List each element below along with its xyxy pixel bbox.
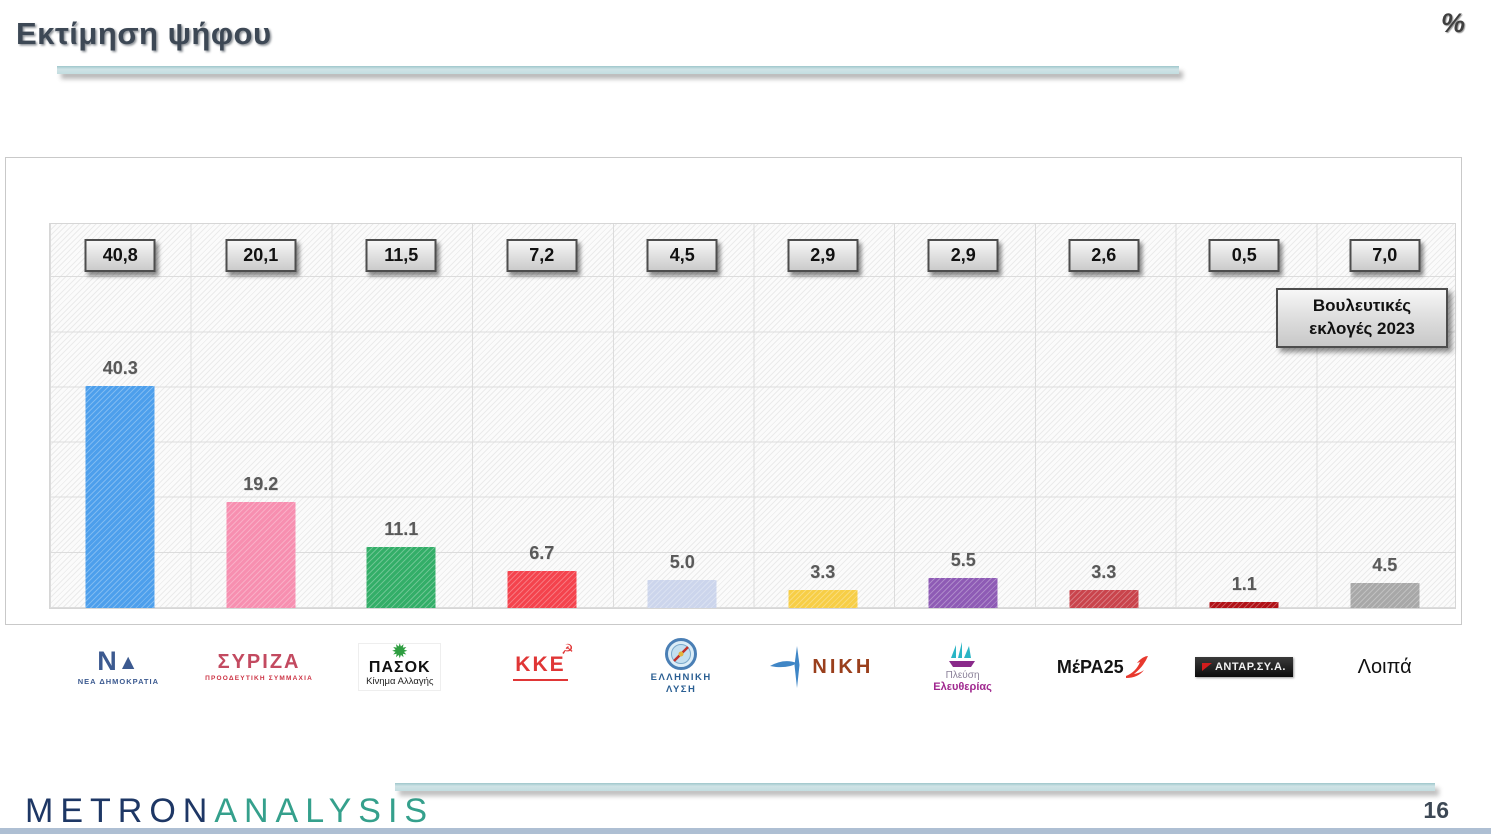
- election-2023-value: 2,9: [810, 245, 836, 265]
- election-2023-value: 2,9: [950, 245, 976, 265]
- bar-value-label: 19.2: [243, 474, 279, 495]
- mera25-wordmark: ΜέΡΑ25: [1056, 656, 1124, 677]
- legend-line-1: Βουλευτικές: [1312, 296, 1412, 315]
- chart-column-syriza: 20,1 19.2: [191, 224, 332, 608]
- bar: [1350, 583, 1420, 608]
- category-loipa: Λοιπά: [1314, 627, 1455, 707]
- chart-panel: 40,8 40.3 20,1 19.2 11,5 11.1 7,2 6.7 4,…: [5, 157, 1462, 625]
- bottom-edge-strip: [0, 828, 1491, 834]
- logo-pasok: ✹ ΠΑΣΟΚ Κίνημα Αλλαγής: [329, 627, 470, 707]
- red-bird-icon: [1125, 656, 1148, 678]
- pasok-caption: Κίνημα Αλλαγής: [366, 676, 434, 688]
- election-2023-value: 2,6: [1091, 245, 1117, 265]
- nd-caption: ΝΕΑ ΔΗΜΟΚΡΑΤΙΑ: [77, 677, 159, 686]
- page-number: 16: [1423, 797, 1449, 823]
- logo-niki: ΝΙΚΗ: [752, 627, 893, 707]
- bar: [647, 580, 717, 608]
- antarsya-wordmark: ΑΝΤΑΡ.ΣΥ.Α.: [1214, 661, 1286, 673]
- election-2023-value: 7,0: [1372, 245, 1398, 265]
- bar-value-label: 1.1: [1231, 573, 1257, 594]
- page-title: Εκτίμηση ψήφου: [16, 16, 272, 51]
- bar-value-label: 5.0: [669, 552, 695, 573]
- niki-wordmark: ΝΙΚΗ: [812, 655, 874, 678]
- bar-value-label: 3.3: [1091, 561, 1117, 582]
- chart-column-mera25: 2,6 3.3: [1034, 224, 1175, 609]
- footer-rule: [395, 783, 1435, 791]
- bar-value-label: 6.7: [529, 543, 555, 564]
- election-2023-value: 7,2: [529, 245, 555, 265]
- bar: [226, 502, 296, 608]
- election-2023-value-box: 7,2: [506, 239, 578, 272]
- election-2023-value: 11,5: [384, 245, 419, 265]
- pasok-wordmark: ΠΑΣΟΚ: [368, 658, 431, 676]
- bar: [1209, 601, 1279, 609]
- logo-mera25: ΜέΡΑ25: [1033, 627, 1174, 707]
- brand-metron: METRON: [25, 792, 215, 830]
- logo-kke: ☭ ΚΚΕ: [470, 627, 611, 707]
- chart-column-kke: 7,2 6.7: [472, 224, 613, 608]
- bar: [1069, 589, 1139, 609]
- election-2023-value-box: 2,6: [1068, 239, 1140, 272]
- bar: [507, 571, 577, 608]
- bar-value-label: 5.5: [950, 549, 976, 570]
- election-2023-value-box: 40,8: [84, 239, 156, 272]
- chart-column-nd: 40,8 40.3: [50, 224, 191, 609]
- bar: [85, 385, 155, 609]
- lysi-caption-line1: ΕΛΛΗΝΙΚΗ: [650, 672, 712, 684]
- pasok-sun-icon: ✹: [391, 640, 409, 663]
- logo-antarsya: ΑΝΤΑΡ.ΣΥ.Α.: [1174, 627, 1315, 707]
- brand-analysis: ANALYSIS: [214, 792, 435, 830]
- title-underline-rule: [57, 66, 1179, 74]
- legend-line-2: εκλογές 2023: [1309, 318, 1415, 338]
- election-2023-value-box: 0,5: [1208, 239, 1280, 272]
- percent-unit-label: %: [1440, 8, 1465, 38]
- election-2023-value-box: 2,9: [927, 239, 999, 272]
- logo-elliniki-lysi: ΕΛΛΗΝΙΚΗ ΛΥΣΗ: [611, 627, 752, 707]
- metron-analysis-logo: METRONANALYSIS: [25, 792, 434, 831]
- bar: [788, 589, 858, 609]
- nd-triangle-icon: ▲: [117, 651, 140, 674]
- plefsi-caption-line2: Ελευθερίας: [933, 680, 992, 693]
- syriza-wordmark: ΣΥΡΙΖΑ: [217, 651, 301, 673]
- election-2023-value-box: 7,0: [1349, 239, 1421, 272]
- red-flag-icon: [1201, 663, 1212, 671]
- lysi-caption-line2: ΛΥΣΗ: [665, 684, 697, 695]
- bar: [366, 546, 436, 609]
- loipa-label: Λοιπά: [1357, 655, 1412, 678]
- logo-syriza: ΣΥΡΙΖΑ ΠΡΟΟΔΕΥΤΙΚΗ ΣΥΜΜΑΧΙΑ: [189, 627, 330, 707]
- plefsi-caption-line1: Πλεύση: [945, 669, 980, 681]
- election-2023-value: 20,1: [243, 245, 279, 265]
- election-2023-value-box: 20,1: [225, 239, 297, 272]
- election-2023-value-box: 11,5: [365, 239, 437, 272]
- bar-value-label: 11.1: [384, 518, 419, 539]
- party-logos-row: Ν▲ ΝΕΑ ΔΗΜΟΚΡΑΤΙΑ ΣΥΡΙΖΑ ΠΡΟΟΔΕΥΤΙΚΗ ΣΥΜ…: [48, 627, 1455, 707]
- kke-wordmark: ΚΚΕ: [513, 653, 568, 681]
- chart-column-elliniki-lysi: 4,5 5.0: [612, 224, 753, 608]
- nd-letter: Ν: [97, 646, 118, 676]
- legend-election-2023-box: Βουλευτικές εκλογές 2023: [1276, 288, 1448, 348]
- logo-plefsi-eleftherias: Πλεύση Ελευθερίας: [892, 627, 1033, 707]
- chart-column-pasok: 11,5 11.1: [331, 224, 472, 609]
- logo-nea-dimokratia: Ν▲ ΝΕΑ ΔΗΜΟΚΡΑΤΙΑ: [48, 627, 189, 707]
- chart-column-niki: 2,9 3.3: [753, 224, 894, 609]
- sailboat-icon: [948, 641, 975, 667]
- election-2023-value-box: 4,5: [646, 239, 718, 272]
- bar-value-label: 3.3: [810, 561, 836, 582]
- election-2023-value: 0,5: [1231, 245, 1257, 265]
- chart-column-plefsi: 2,9 5.5: [893, 224, 1034, 609]
- hammer-sickle-icon: ☭: [561, 641, 574, 658]
- bar-value-label: 40.3: [102, 357, 138, 378]
- chart-column-loipa: 7,0 4.5: [1315, 224, 1456, 608]
- chart-column-antarsya: 0,5 1.1: [1174, 224, 1315, 609]
- niki-bird-cross-icon: [770, 646, 800, 688]
- bar: [928, 577, 998, 609]
- election-2023-value-box: 2,9: [787, 239, 859, 272]
- bar-value-label: 4.5: [1372, 555, 1398, 576]
- syriza-caption: ΠΡΟΟΔΕΥΤΙΚΗ ΣΥΜΜΑΧΙΑ: [205, 675, 313, 682]
- compass-icon: [665, 638, 698, 671]
- election-2023-value: 40,8: [102, 245, 138, 265]
- election-2023-value: 4,5: [669, 245, 695, 265]
- plot-area: 40,8 40.3 20,1 19.2 11,5 11.1 7,2 6.7 4,…: [49, 223, 1456, 609]
